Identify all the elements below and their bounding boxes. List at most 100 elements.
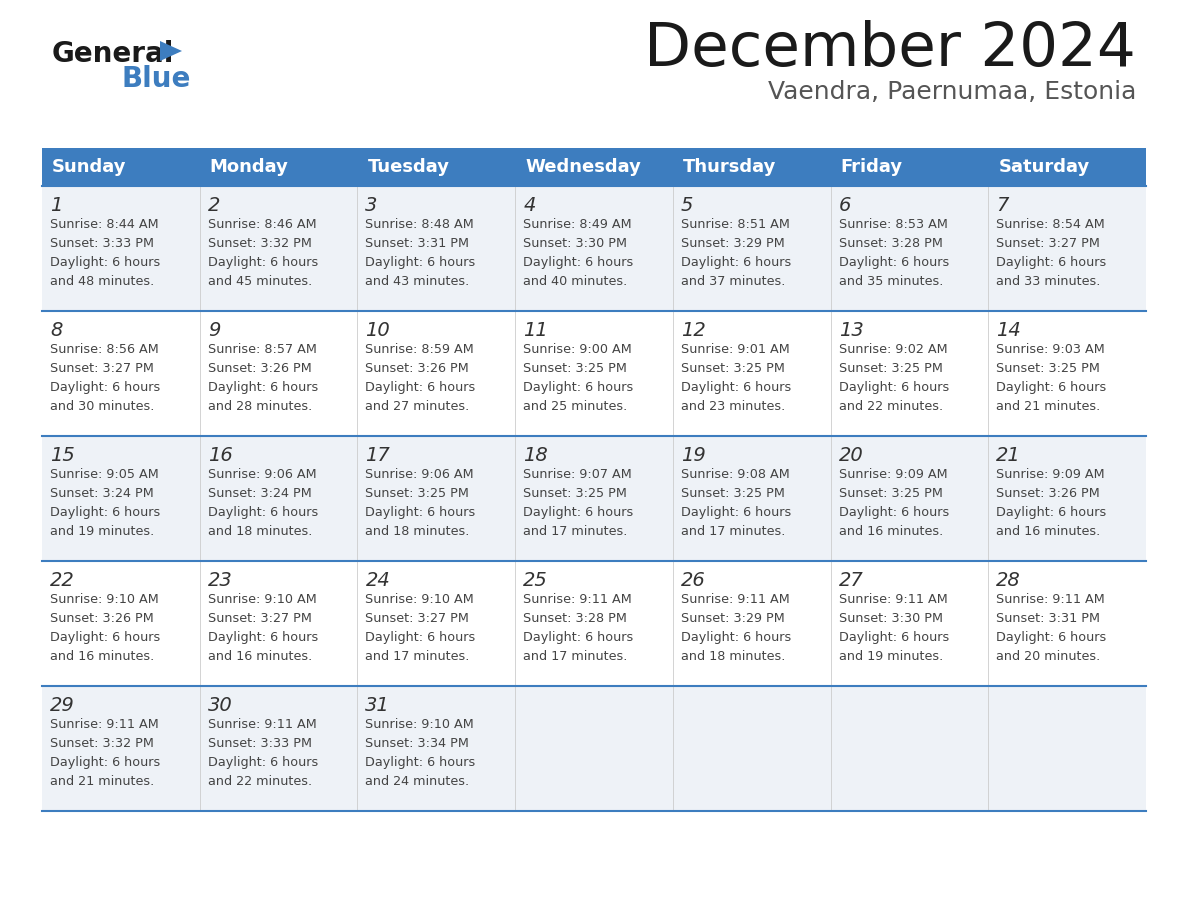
Text: and 23 minutes.: and 23 minutes. <box>681 400 785 413</box>
Text: Daylight: 6 hours: Daylight: 6 hours <box>208 256 318 269</box>
Text: and 18 minutes.: and 18 minutes. <box>366 525 469 538</box>
Text: Sunrise: 9:10 AM: Sunrise: 9:10 AM <box>208 593 316 606</box>
Text: Sunset: 3:24 PM: Sunset: 3:24 PM <box>50 487 153 500</box>
Text: Daylight: 6 hours: Daylight: 6 hours <box>366 506 475 519</box>
Text: 11: 11 <box>523 321 548 340</box>
Text: Sunset: 3:32 PM: Sunset: 3:32 PM <box>50 737 154 750</box>
Bar <box>42 436 1146 561</box>
Text: 27: 27 <box>839 571 864 590</box>
Text: Sunrise: 9:10 AM: Sunrise: 9:10 AM <box>50 593 159 606</box>
Text: 4: 4 <box>523 196 536 215</box>
Text: Sunrise: 9:11 AM: Sunrise: 9:11 AM <box>208 718 316 731</box>
Text: Sunset: 3:27 PM: Sunset: 3:27 PM <box>997 237 1100 250</box>
Text: Sunrise: 9:11 AM: Sunrise: 9:11 AM <box>839 593 947 606</box>
Text: Daylight: 6 hours: Daylight: 6 hours <box>681 256 791 269</box>
Text: Sunset: 3:25 PM: Sunset: 3:25 PM <box>839 362 942 375</box>
Text: Sunrise: 8:59 AM: Sunrise: 8:59 AM <box>366 343 474 356</box>
Text: 24: 24 <box>366 571 390 590</box>
Text: 23: 23 <box>208 571 233 590</box>
Bar <box>42 561 1146 686</box>
Text: and 16 minutes.: and 16 minutes. <box>839 525 943 538</box>
Text: Sunrise: 9:11 AM: Sunrise: 9:11 AM <box>50 718 159 731</box>
Text: 7: 7 <box>997 196 1009 215</box>
Text: Daylight: 6 hours: Daylight: 6 hours <box>681 506 791 519</box>
Text: Sunset: 3:29 PM: Sunset: 3:29 PM <box>681 612 784 625</box>
Text: and 40 minutes.: and 40 minutes. <box>523 275 627 288</box>
Polygon shape <box>160 41 182 61</box>
Text: Saturday: Saturday <box>998 158 1089 176</box>
Text: 16: 16 <box>208 446 233 465</box>
Text: Sunset: 3:25 PM: Sunset: 3:25 PM <box>366 487 469 500</box>
Text: and 20 minutes.: and 20 minutes. <box>997 650 1100 663</box>
Text: 29: 29 <box>50 696 75 715</box>
Text: Daylight: 6 hours: Daylight: 6 hours <box>50 506 160 519</box>
Text: Sunrise: 9:02 AM: Sunrise: 9:02 AM <box>839 343 947 356</box>
Text: and 18 minutes.: and 18 minutes. <box>208 525 312 538</box>
Text: Daylight: 6 hours: Daylight: 6 hours <box>681 631 791 644</box>
Text: 8: 8 <box>50 321 63 340</box>
Text: Sunset: 3:26 PM: Sunset: 3:26 PM <box>997 487 1100 500</box>
Text: and 18 minutes.: and 18 minutes. <box>681 650 785 663</box>
Text: 1: 1 <box>50 196 63 215</box>
Text: and 37 minutes.: and 37 minutes. <box>681 275 785 288</box>
Text: and 22 minutes.: and 22 minutes. <box>208 775 311 788</box>
Text: 10: 10 <box>366 321 390 340</box>
Text: Daylight: 6 hours: Daylight: 6 hours <box>50 381 160 394</box>
Text: Daylight: 6 hours: Daylight: 6 hours <box>208 381 318 394</box>
Text: Sunset: 3:25 PM: Sunset: 3:25 PM <box>523 362 627 375</box>
Text: Sunrise: 9:06 AM: Sunrise: 9:06 AM <box>366 468 474 481</box>
Text: 9: 9 <box>208 321 220 340</box>
Bar <box>42 186 1146 311</box>
Text: Blue: Blue <box>122 65 191 93</box>
Text: and 28 minutes.: and 28 minutes. <box>208 400 312 413</box>
Text: General: General <box>52 40 175 68</box>
Text: 17: 17 <box>366 446 390 465</box>
Text: and 27 minutes.: and 27 minutes. <box>366 400 469 413</box>
Text: Sunrise: 8:54 AM: Sunrise: 8:54 AM <box>997 218 1105 231</box>
Text: Sunrise: 9:01 AM: Sunrise: 9:01 AM <box>681 343 790 356</box>
Text: Sunset: 3:27 PM: Sunset: 3:27 PM <box>50 362 154 375</box>
Text: Sunset: 3:26 PM: Sunset: 3:26 PM <box>208 362 311 375</box>
Text: Sunset: 3:26 PM: Sunset: 3:26 PM <box>366 362 469 375</box>
Text: Sunset: 3:28 PM: Sunset: 3:28 PM <box>523 612 627 625</box>
Text: Sunset: 3:31 PM: Sunset: 3:31 PM <box>366 237 469 250</box>
Text: Sunset: 3:25 PM: Sunset: 3:25 PM <box>681 487 785 500</box>
Text: 18: 18 <box>523 446 548 465</box>
Text: Sunrise: 8:48 AM: Sunrise: 8:48 AM <box>366 218 474 231</box>
Text: and 48 minutes.: and 48 minutes. <box>50 275 154 288</box>
Text: and 17 minutes.: and 17 minutes. <box>681 525 785 538</box>
Text: Sunrise: 8:44 AM: Sunrise: 8:44 AM <box>50 218 159 231</box>
Text: and 45 minutes.: and 45 minutes. <box>208 275 312 288</box>
Text: Sunset: 3:25 PM: Sunset: 3:25 PM <box>997 362 1100 375</box>
Text: 30: 30 <box>208 696 233 715</box>
Text: 25: 25 <box>523 571 548 590</box>
Text: December 2024: December 2024 <box>644 20 1136 79</box>
Text: Sunset: 3:29 PM: Sunset: 3:29 PM <box>681 237 784 250</box>
Text: Sunrise: 9:11 AM: Sunrise: 9:11 AM <box>997 593 1105 606</box>
Text: 21: 21 <box>997 446 1020 465</box>
Text: Sunset: 3:27 PM: Sunset: 3:27 PM <box>208 612 311 625</box>
Text: Daylight: 6 hours: Daylight: 6 hours <box>366 631 475 644</box>
Text: Daylight: 6 hours: Daylight: 6 hours <box>839 381 949 394</box>
Text: and 17 minutes.: and 17 minutes. <box>523 650 627 663</box>
Text: Thursday: Thursday <box>683 158 776 176</box>
Text: Daylight: 6 hours: Daylight: 6 hours <box>839 506 949 519</box>
Text: Tuesday: Tuesday <box>367 158 449 176</box>
Text: Daylight: 6 hours: Daylight: 6 hours <box>681 381 791 394</box>
Text: Vaendra, Paernumaa, Estonia: Vaendra, Paernumaa, Estonia <box>767 80 1136 104</box>
Text: Sunrise: 9:05 AM: Sunrise: 9:05 AM <box>50 468 159 481</box>
Text: Sunset: 3:25 PM: Sunset: 3:25 PM <box>839 487 942 500</box>
Text: Sunrise: 8:51 AM: Sunrise: 8:51 AM <box>681 218 790 231</box>
Text: and 19 minutes.: and 19 minutes. <box>50 525 154 538</box>
Text: Sunday: Sunday <box>52 158 126 176</box>
Text: and 43 minutes.: and 43 minutes. <box>366 275 469 288</box>
Text: Daylight: 6 hours: Daylight: 6 hours <box>839 631 949 644</box>
Text: 15: 15 <box>50 446 75 465</box>
Text: Sunrise: 9:11 AM: Sunrise: 9:11 AM <box>523 593 632 606</box>
Text: 19: 19 <box>681 446 706 465</box>
Text: Sunset: 3:25 PM: Sunset: 3:25 PM <box>523 487 627 500</box>
Text: Sunset: 3:26 PM: Sunset: 3:26 PM <box>50 612 153 625</box>
Text: Sunset: 3:33 PM: Sunset: 3:33 PM <box>50 237 154 250</box>
Text: Sunset: 3:33 PM: Sunset: 3:33 PM <box>208 737 311 750</box>
Text: 6: 6 <box>839 196 851 215</box>
